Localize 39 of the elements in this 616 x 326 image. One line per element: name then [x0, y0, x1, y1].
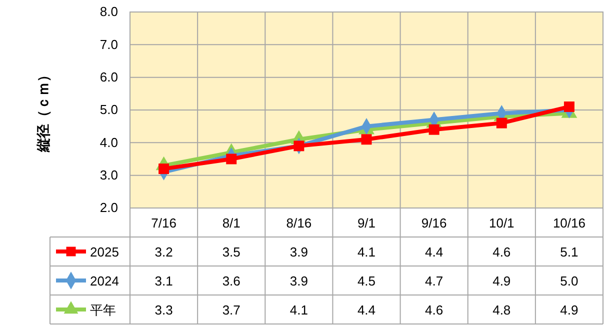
data-label: 3.7	[222, 302, 240, 318]
data-label: 4.1	[357, 244, 376, 260]
y-tick-label: 2.0	[100, 200, 118, 216]
data-label: 3.5	[222, 244, 240, 260]
data-label: 4.9	[492, 274, 511, 288]
data-label: 3.6	[222, 274, 240, 288]
data-label: 4.4	[425, 244, 444, 260]
data-label: 3.3	[154, 302, 173, 318]
x-tick-label: 7/16	[151, 216, 176, 230]
y-tick-label: 8.0	[100, 4, 118, 20]
x-tick-label: 8/1	[222, 216, 240, 230]
data-label: 5.0	[560, 274, 578, 288]
x-tick-label: 8/16	[286, 216, 312, 230]
y-tick-label: 3.0	[100, 167, 118, 182]
x-tick-label: 10/16	[552, 216, 586, 230]
data-label: 4.9	[560, 302, 578, 318]
data-label: 3.2	[154, 244, 173, 260]
data-label: 4.4	[357, 302, 376, 318]
data-label: 4.5	[357, 274, 376, 288]
x-tick-label: 9/1	[357, 216, 376, 230]
data-label: 5.1	[560, 244, 578, 260]
data-label: 3.9	[290, 244, 308, 260]
y-tick-label: 5.0	[100, 102, 118, 118]
y-axis-title: 縦径（ｃｍ）	[35, 68, 51, 153]
legend-label: 2025	[90, 244, 119, 260]
y-tick-label: 7.0	[100, 36, 118, 52]
x-tick-label: 10/1	[488, 216, 514, 230]
y-tick-label: 4.0	[100, 134, 118, 150]
data-label: 3.9	[290, 274, 308, 288]
data-label: 4.1	[290, 302, 308, 318]
x-tick-label: 9/16	[421, 216, 447, 230]
data-label: 4.7	[425, 274, 444, 288]
legend-label: 2024	[90, 274, 119, 288]
data-label: 4.6	[425, 302, 444, 318]
data-label: 4.6	[492, 244, 511, 260]
legend-label: 平年	[90, 302, 116, 318]
data-label: 3.1	[154, 274, 173, 288]
y-tick-label: 6.0	[100, 69, 118, 84]
data-label: 4.8	[492, 302, 511, 318]
